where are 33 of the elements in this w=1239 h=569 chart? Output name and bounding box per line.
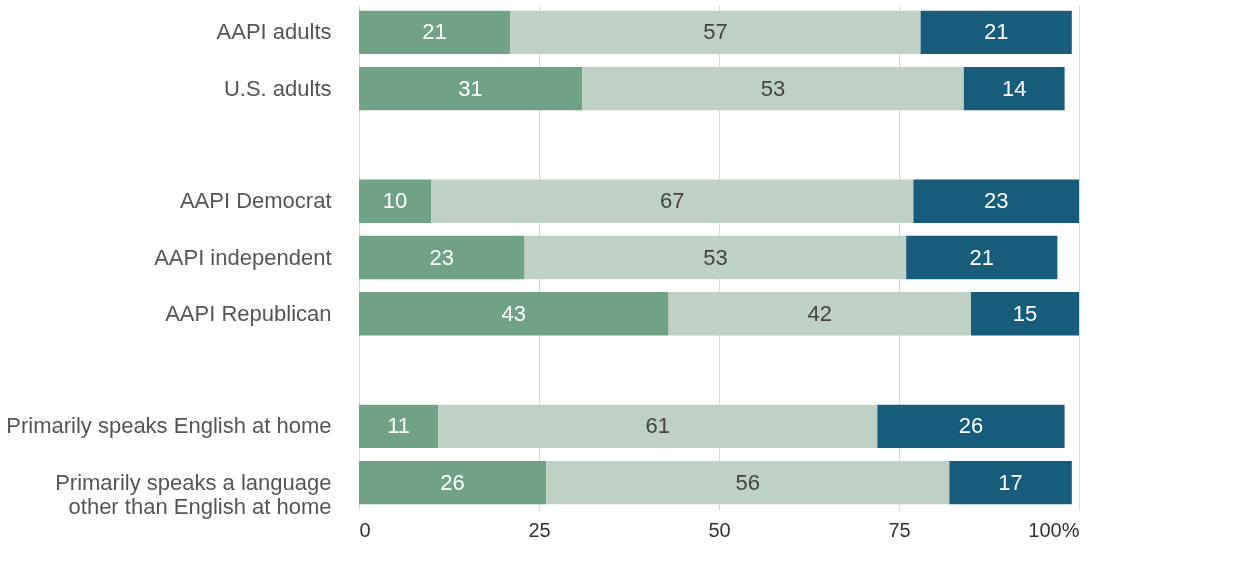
data-label: 21 xyxy=(969,244,995,270)
x-tick-label: 50 xyxy=(708,518,731,541)
y-tick-label: AAPI adults xyxy=(216,19,332,45)
x-tick-label: 25 xyxy=(528,518,551,541)
data-label: 57 xyxy=(703,19,728,45)
data-label: 56 xyxy=(735,469,761,495)
data-label: 61 xyxy=(645,413,671,439)
data-label: 17 xyxy=(998,469,1023,495)
data-label: 15 xyxy=(1012,300,1038,326)
data-label: 31 xyxy=(458,75,483,101)
data-label: 23 xyxy=(429,244,455,270)
data-label: 26 xyxy=(958,413,984,439)
data-label: 21 xyxy=(983,19,1009,45)
y-tick-label: AAPI independent xyxy=(154,244,332,270)
y-tick-label: Primarily speaks English at home xyxy=(6,413,332,439)
y-tick-label: AAPI Republican xyxy=(165,300,332,326)
data-label: 10 xyxy=(382,188,408,214)
x-tick-label: 0 xyxy=(359,518,371,541)
data-label: 43 xyxy=(501,300,527,326)
data-label: 23 xyxy=(983,188,1009,214)
data-label: 14 xyxy=(1001,75,1027,101)
data-label: 53 xyxy=(760,75,786,101)
x-tick-label: 75 xyxy=(888,518,911,541)
data-label: 26 xyxy=(440,469,465,495)
x-tick-label: 100% xyxy=(1028,518,1080,541)
data-label: 67 xyxy=(659,188,685,214)
data-label: 11 xyxy=(387,413,411,439)
data-label: 53 xyxy=(703,244,728,270)
y-tick-label: U.S. adults xyxy=(223,75,332,101)
y-tick-label: Primarily speaks a language other than English at home xyxy=(55,469,332,519)
y-tick-label: AAPI Democrat xyxy=(179,188,332,214)
data-label: 42 xyxy=(807,300,833,326)
data-label: 21 xyxy=(422,19,447,45)
